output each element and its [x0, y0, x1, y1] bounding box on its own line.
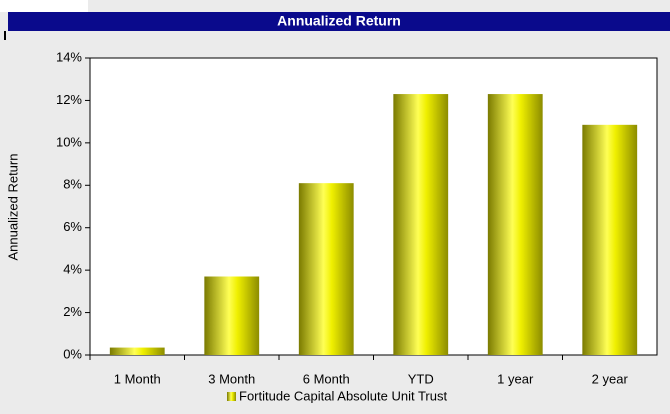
x-tick-label: 1 Month [114, 371, 161, 386]
y-tick-label: 2% [63, 304, 82, 319]
y-tick-label: 4% [63, 262, 82, 277]
bar [582, 124, 638, 355]
bar [487, 94, 543, 356]
bar [109, 347, 165, 355]
y-tick-label: 6% [63, 219, 82, 234]
x-tick-label: 2 year [592, 371, 629, 386]
corner [0, 0, 88, 12]
y-tick-label: 10% [56, 134, 82, 149]
bar [298, 183, 354, 355]
plot-area [89, 57, 658, 356]
legend-swatch [227, 392, 236, 401]
bar [204, 276, 260, 355]
chart-title: Annualized Return [277, 13, 401, 29]
header-bar [8, 12, 670, 31]
y-tick-label: 0% [63, 346, 82, 361]
x-tick-label: YTD [408, 371, 434, 386]
y-tick-label: 8% [63, 177, 82, 192]
x-tick-label: 6 Month [303, 371, 350, 386]
bar [393, 94, 449, 356]
x-tick-label: 3 Month [208, 371, 255, 386]
legend-label: Fortitude Capital Absolute Unit Trust [239, 388, 447, 403]
y-tick-label: 12% [56, 92, 82, 107]
y-tick-label: 14% [56, 49, 82, 64]
y-axis-title: Annualized Return [5, 154, 20, 261]
x-tick-label: 1 year [497, 371, 534, 386]
